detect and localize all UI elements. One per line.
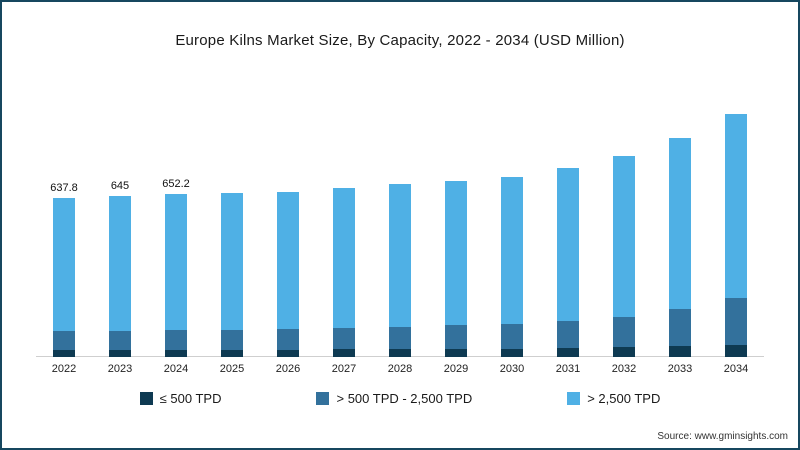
source-attribution: Source: www.gminsights.com bbox=[657, 431, 788, 442]
bar-segment-500-2500-tpd bbox=[109, 330, 131, 350]
x-axis-label: 2025 bbox=[219, 363, 245, 375]
stacked-bar: 652.2 bbox=[162, 178, 190, 357]
x-axis-label: 2030 bbox=[499, 363, 525, 375]
bar-segment-gt-2500-tpd bbox=[445, 180, 467, 326]
stacked-bar bbox=[389, 183, 411, 357]
bar-column bbox=[260, 87, 316, 357]
bar-segment-500-2500-tpd bbox=[389, 326, 411, 349]
x-axis-label: 2033 bbox=[667, 363, 693, 375]
plot-area: 637.8 645 652.2 bbox=[36, 87, 764, 357]
x-axis-label: 2031 bbox=[555, 363, 581, 375]
bar-column: 637.8 bbox=[36, 87, 92, 357]
stacked-bar bbox=[277, 191, 299, 357]
stacked-bar: 637.8 bbox=[50, 182, 78, 357]
x-axis-label: 2022 bbox=[51, 363, 77, 375]
bar-segment-gt-2500-tpd bbox=[277, 191, 299, 329]
x-axis-label: 2026 bbox=[275, 363, 301, 375]
stacked-bar bbox=[725, 113, 747, 357]
bar-segment-gt-2500-tpd bbox=[165, 193, 187, 330]
legend-item: > 500 TPD - 2,500 TPD bbox=[316, 391, 472, 406]
legend-item: ≤ 500 TPD bbox=[139, 391, 222, 406]
bar-segment-gt-2500-tpd bbox=[221, 192, 243, 330]
bar-segment-500-2500-tpd bbox=[277, 328, 299, 350]
bar-segment-500-2500-tpd bbox=[557, 321, 579, 348]
stacked-bar bbox=[445, 180, 467, 357]
bar-segment-le-500-tpd bbox=[333, 349, 355, 357]
bar-column bbox=[372, 87, 428, 357]
bar-segment-500-2500-tpd bbox=[53, 331, 75, 350]
x-axis-label: 2023 bbox=[107, 363, 133, 375]
stacked-bar bbox=[333, 187, 355, 357]
bar-column bbox=[652, 87, 708, 357]
chart-title: Europe Kilns Market Size, By Capacity, 2… bbox=[175, 32, 625, 49]
bar-segment-500-2500-tpd bbox=[221, 329, 243, 350]
x-axis-label: 2027 bbox=[331, 363, 357, 375]
bar-segment-500-2500-tpd bbox=[445, 325, 467, 349]
legend-label: ≤ 500 TPD bbox=[159, 391, 222, 406]
x-axis-label: 2024 bbox=[163, 363, 189, 375]
bar-segment-gt-2500-tpd bbox=[501, 176, 523, 324]
bar-segment-le-500-tpd bbox=[445, 348, 467, 357]
bar-value-label: 652.2 bbox=[162, 177, 190, 190]
x-axis-label: 2028 bbox=[387, 363, 413, 375]
bar-segment-500-2500-tpd bbox=[165, 330, 187, 350]
legend-swatch bbox=[139, 392, 153, 405]
bar-column bbox=[484, 87, 540, 357]
bar-segment-le-500-tpd bbox=[725, 345, 747, 357]
bar-segment-le-500-tpd bbox=[669, 346, 691, 357]
bar-segment-gt-2500-tpd bbox=[613, 155, 635, 317]
bar-segment-le-500-tpd bbox=[501, 348, 523, 357]
x-axis-label: 2034 bbox=[723, 363, 749, 375]
bar-column bbox=[316, 87, 372, 357]
bar-segment-gt-2500-tpd bbox=[725, 113, 747, 298]
bar-value-label: 637.8 bbox=[50, 181, 78, 194]
bar-segment-gt-2500-tpd bbox=[53, 197, 75, 332]
stacked-bar bbox=[221, 192, 243, 357]
bar-column: 645 bbox=[92, 87, 148, 357]
bar-segment-le-500-tpd bbox=[109, 350, 131, 357]
bar-segment-le-500-tpd bbox=[613, 347, 635, 357]
bar-segment-500-2500-tpd bbox=[725, 297, 747, 345]
legend-item: > 2,500 TPD bbox=[567, 391, 660, 406]
stacked-bar bbox=[613, 155, 635, 357]
bar-value-label: 645 bbox=[110, 179, 130, 192]
bar-segment-gt-2500-tpd bbox=[333, 187, 355, 328]
bars-container: 637.8 645 652.2 bbox=[36, 87, 764, 357]
legend-swatch bbox=[316, 392, 330, 405]
bar-column bbox=[540, 87, 596, 357]
stacked-bar bbox=[669, 137, 691, 357]
legend-swatch bbox=[567, 392, 581, 405]
bar-column bbox=[204, 87, 260, 357]
x-axis-label: 2029 bbox=[443, 363, 469, 375]
bar-segment-le-500-tpd bbox=[277, 349, 299, 357]
bar-segment-500-2500-tpd bbox=[333, 327, 355, 350]
bar-segment-gt-2500-tpd bbox=[109, 195, 131, 331]
x-axis-label: 2032 bbox=[611, 363, 637, 375]
bar-segment-le-500-tpd bbox=[389, 349, 411, 357]
bar-column: 652.2 bbox=[148, 87, 204, 357]
x-axis-labels: 2022 2023 2024 2025 2026 2027 2028 2029 2030 2031… bbox=[36, 363, 764, 375]
bar-column bbox=[596, 87, 652, 357]
legend-label: > 500 TPD - 2,500 TPD bbox=[336, 391, 473, 406]
bar-segment-500-2500-tpd bbox=[669, 308, 691, 347]
bar-segment-gt-2500-tpd bbox=[669, 137, 691, 309]
legend: ≤ 500 TPD > 500 TPD - 2,500 TPD > 2,500 TP… bbox=[2, 391, 798, 406]
bar-segment-gt-2500-tpd bbox=[557, 167, 579, 321]
bar-segment-le-500-tpd bbox=[53, 350, 75, 357]
bar-segment-le-500-tpd bbox=[165, 349, 187, 357]
bar-segment-500-2500-tpd bbox=[613, 316, 635, 348]
legend-label: > 2,500 TPD bbox=[587, 391, 661, 406]
bar-segment-gt-2500-tpd bbox=[389, 183, 411, 327]
stacked-bar: 645 bbox=[109, 180, 131, 357]
stacked-bar bbox=[501, 176, 523, 357]
bar-segment-le-500-tpd bbox=[557, 348, 579, 357]
bar-segment-le-500-tpd bbox=[221, 349, 243, 357]
bar-column bbox=[708, 87, 764, 357]
stacked-bar bbox=[557, 167, 579, 357]
bar-segment-500-2500-tpd bbox=[501, 323, 523, 349]
bar-column bbox=[428, 87, 484, 357]
